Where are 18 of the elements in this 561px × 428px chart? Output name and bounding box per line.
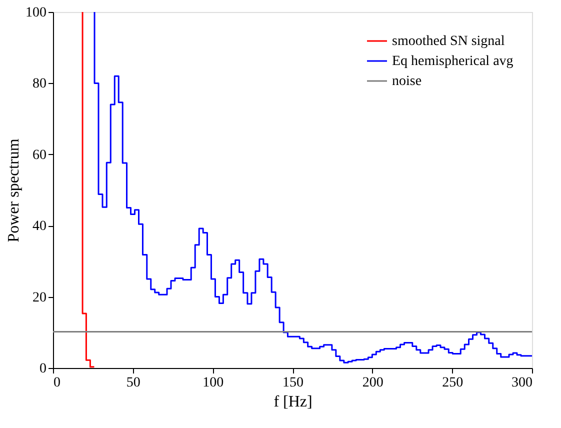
x-tick-label: 150 [282, 376, 304, 390]
y-tick-label: 0 [40, 362, 46, 376]
x-tick-label: 250 [442, 376, 464, 390]
x-tick-label: 50 [126, 376, 140, 390]
y-axis-title: Power spectrum [6, 138, 22, 242]
legend-label: Eq hemispherical avg [392, 54, 514, 69]
y-tick-label: 80 [32, 76, 46, 92]
legend-label: smoothed SN signal [392, 34, 505, 49]
y-tick-label: 20 [32, 290, 46, 306]
legend-label: noise [392, 74, 422, 89]
x-tick-label: 100 [202, 376, 224, 390]
x-tick-label: 0 [54, 376, 60, 390]
y-tick-label: 60 [32, 148, 46, 163]
x-axis-title: f [Hz] [274, 394, 312, 410]
x-tick-label: 200 [362, 376, 384, 390]
x-tick-label: 300 [512, 376, 532, 390]
y-tick-label: 40 [32, 219, 46, 234]
y-tick-label: 100 [26, 6, 46, 20]
